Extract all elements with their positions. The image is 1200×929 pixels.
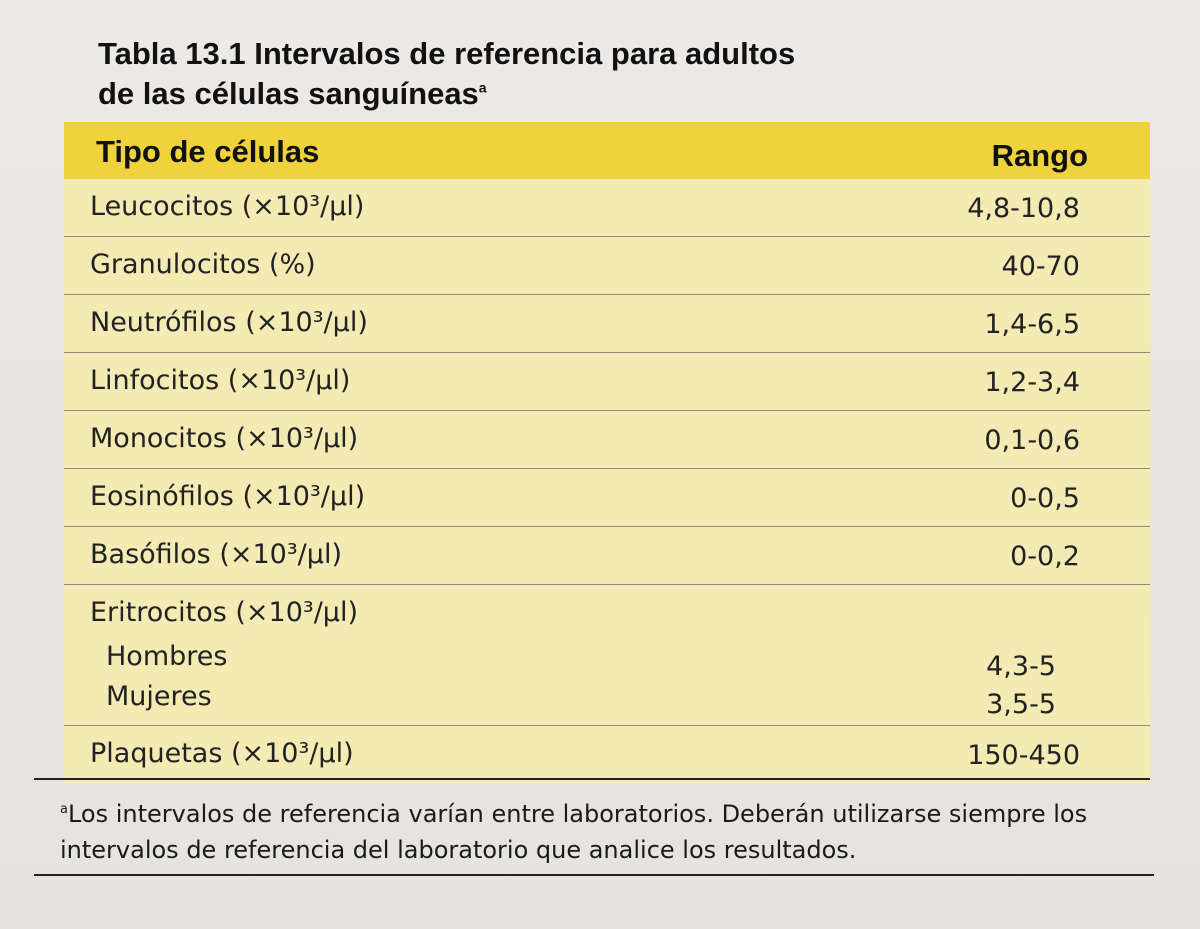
table-row-basofilos: Basófilos (×10³/µl) 0-0,2 xyxy=(64,527,1150,585)
table-row-leucocitos: Leucocitos (×10³/µl) 4,8-10,8 xyxy=(64,179,1150,237)
subcell-hombres: Hombres xyxy=(106,641,228,672)
cell-range: 4,8-10,8 xyxy=(967,193,1080,224)
cell-type: Granulocitos (%) xyxy=(90,249,316,280)
cell-range: 0-0,5 xyxy=(1010,483,1080,514)
cell-type: Plaquetas (×10³/µl) xyxy=(90,738,354,769)
subcell-hombres-range: 4,3-5 xyxy=(986,651,1056,682)
table-title-line2: de las células sanguíneasa xyxy=(98,74,1098,114)
table-title: Tabla 13.1 Intervalos de referencia para… xyxy=(98,34,1098,114)
table-row-eosinofilos: Eosinófilos (×10³/µl) 0-0,5 xyxy=(64,469,1150,527)
cell-range: 0,1-0,6 xyxy=(984,425,1080,456)
reference-table: Tipo de células Rango Leucocitos (×10³/µ… xyxy=(64,122,1150,784)
table-title-line2-text: de las células sanguíneas xyxy=(98,76,479,111)
subcell-mujeres-range: 3,5-5 xyxy=(986,689,1056,720)
table-row-monocitos: Monocitos (×10³/µl) 0,1-0,6 xyxy=(64,411,1150,469)
table-title-line1: Tabla 13.1 Intervalos de referencia para… xyxy=(98,36,796,71)
cell-type: Eritrocitos (×10³/µl) xyxy=(90,597,359,628)
table-row-granulocitos: Granulocitos (%) 40-70 xyxy=(64,237,1150,295)
footnote-text: Los intervalos de referencia varían entr… xyxy=(60,800,1088,864)
cell-range: 150-450 xyxy=(967,740,1080,771)
cell-range: 0-0,2 xyxy=(1010,541,1080,572)
header-cell-range: Rango xyxy=(991,138,1088,173)
footnote: aLos intervalos de referencia varían ent… xyxy=(60,796,1120,868)
cell-range: 1,2-3,4 xyxy=(984,367,1080,398)
footnote-marker: a xyxy=(60,802,68,817)
title-footnote-marker: a xyxy=(478,79,487,96)
table-row-plaquetas: Plaquetas (×10³/µl) 150-450 xyxy=(64,726,1150,784)
table-bottom-rule xyxy=(34,778,1150,780)
cell-type: Eosinófilos (×10³/µl) xyxy=(90,481,366,512)
header-cell-type: Tipo de células xyxy=(96,134,320,169)
cell-type: Basófilos (×10³/µl) xyxy=(90,539,342,570)
table-header: Tipo de células Rango xyxy=(64,122,1150,179)
table-row-linfocitos: Linfocitos (×10³/µl) 1,2-3,4 xyxy=(64,353,1150,411)
cell-range: 1,4-6,5 xyxy=(984,309,1080,340)
cell-type: Leucocitos (×10³/µl) xyxy=(90,191,365,222)
cell-type: Linfocitos (×10³/µl) xyxy=(90,365,351,396)
table-row-eritrocitos: Eritrocitos (×10³/µl) Hombres 4,3-5 Muje… xyxy=(64,585,1150,726)
subcell-mujeres: Mujeres xyxy=(106,681,212,712)
cell-range: 40-70 xyxy=(1001,251,1080,282)
cell-type: Monocitos (×10³/µl) xyxy=(90,423,359,454)
table-row-neutrofilos: Neutrófilos (×10³/µl) 1,4-6,5 xyxy=(64,295,1150,353)
cell-type: Neutrófilos (×10³/µl) xyxy=(90,307,368,338)
footnote-bottom-rule xyxy=(34,874,1154,876)
